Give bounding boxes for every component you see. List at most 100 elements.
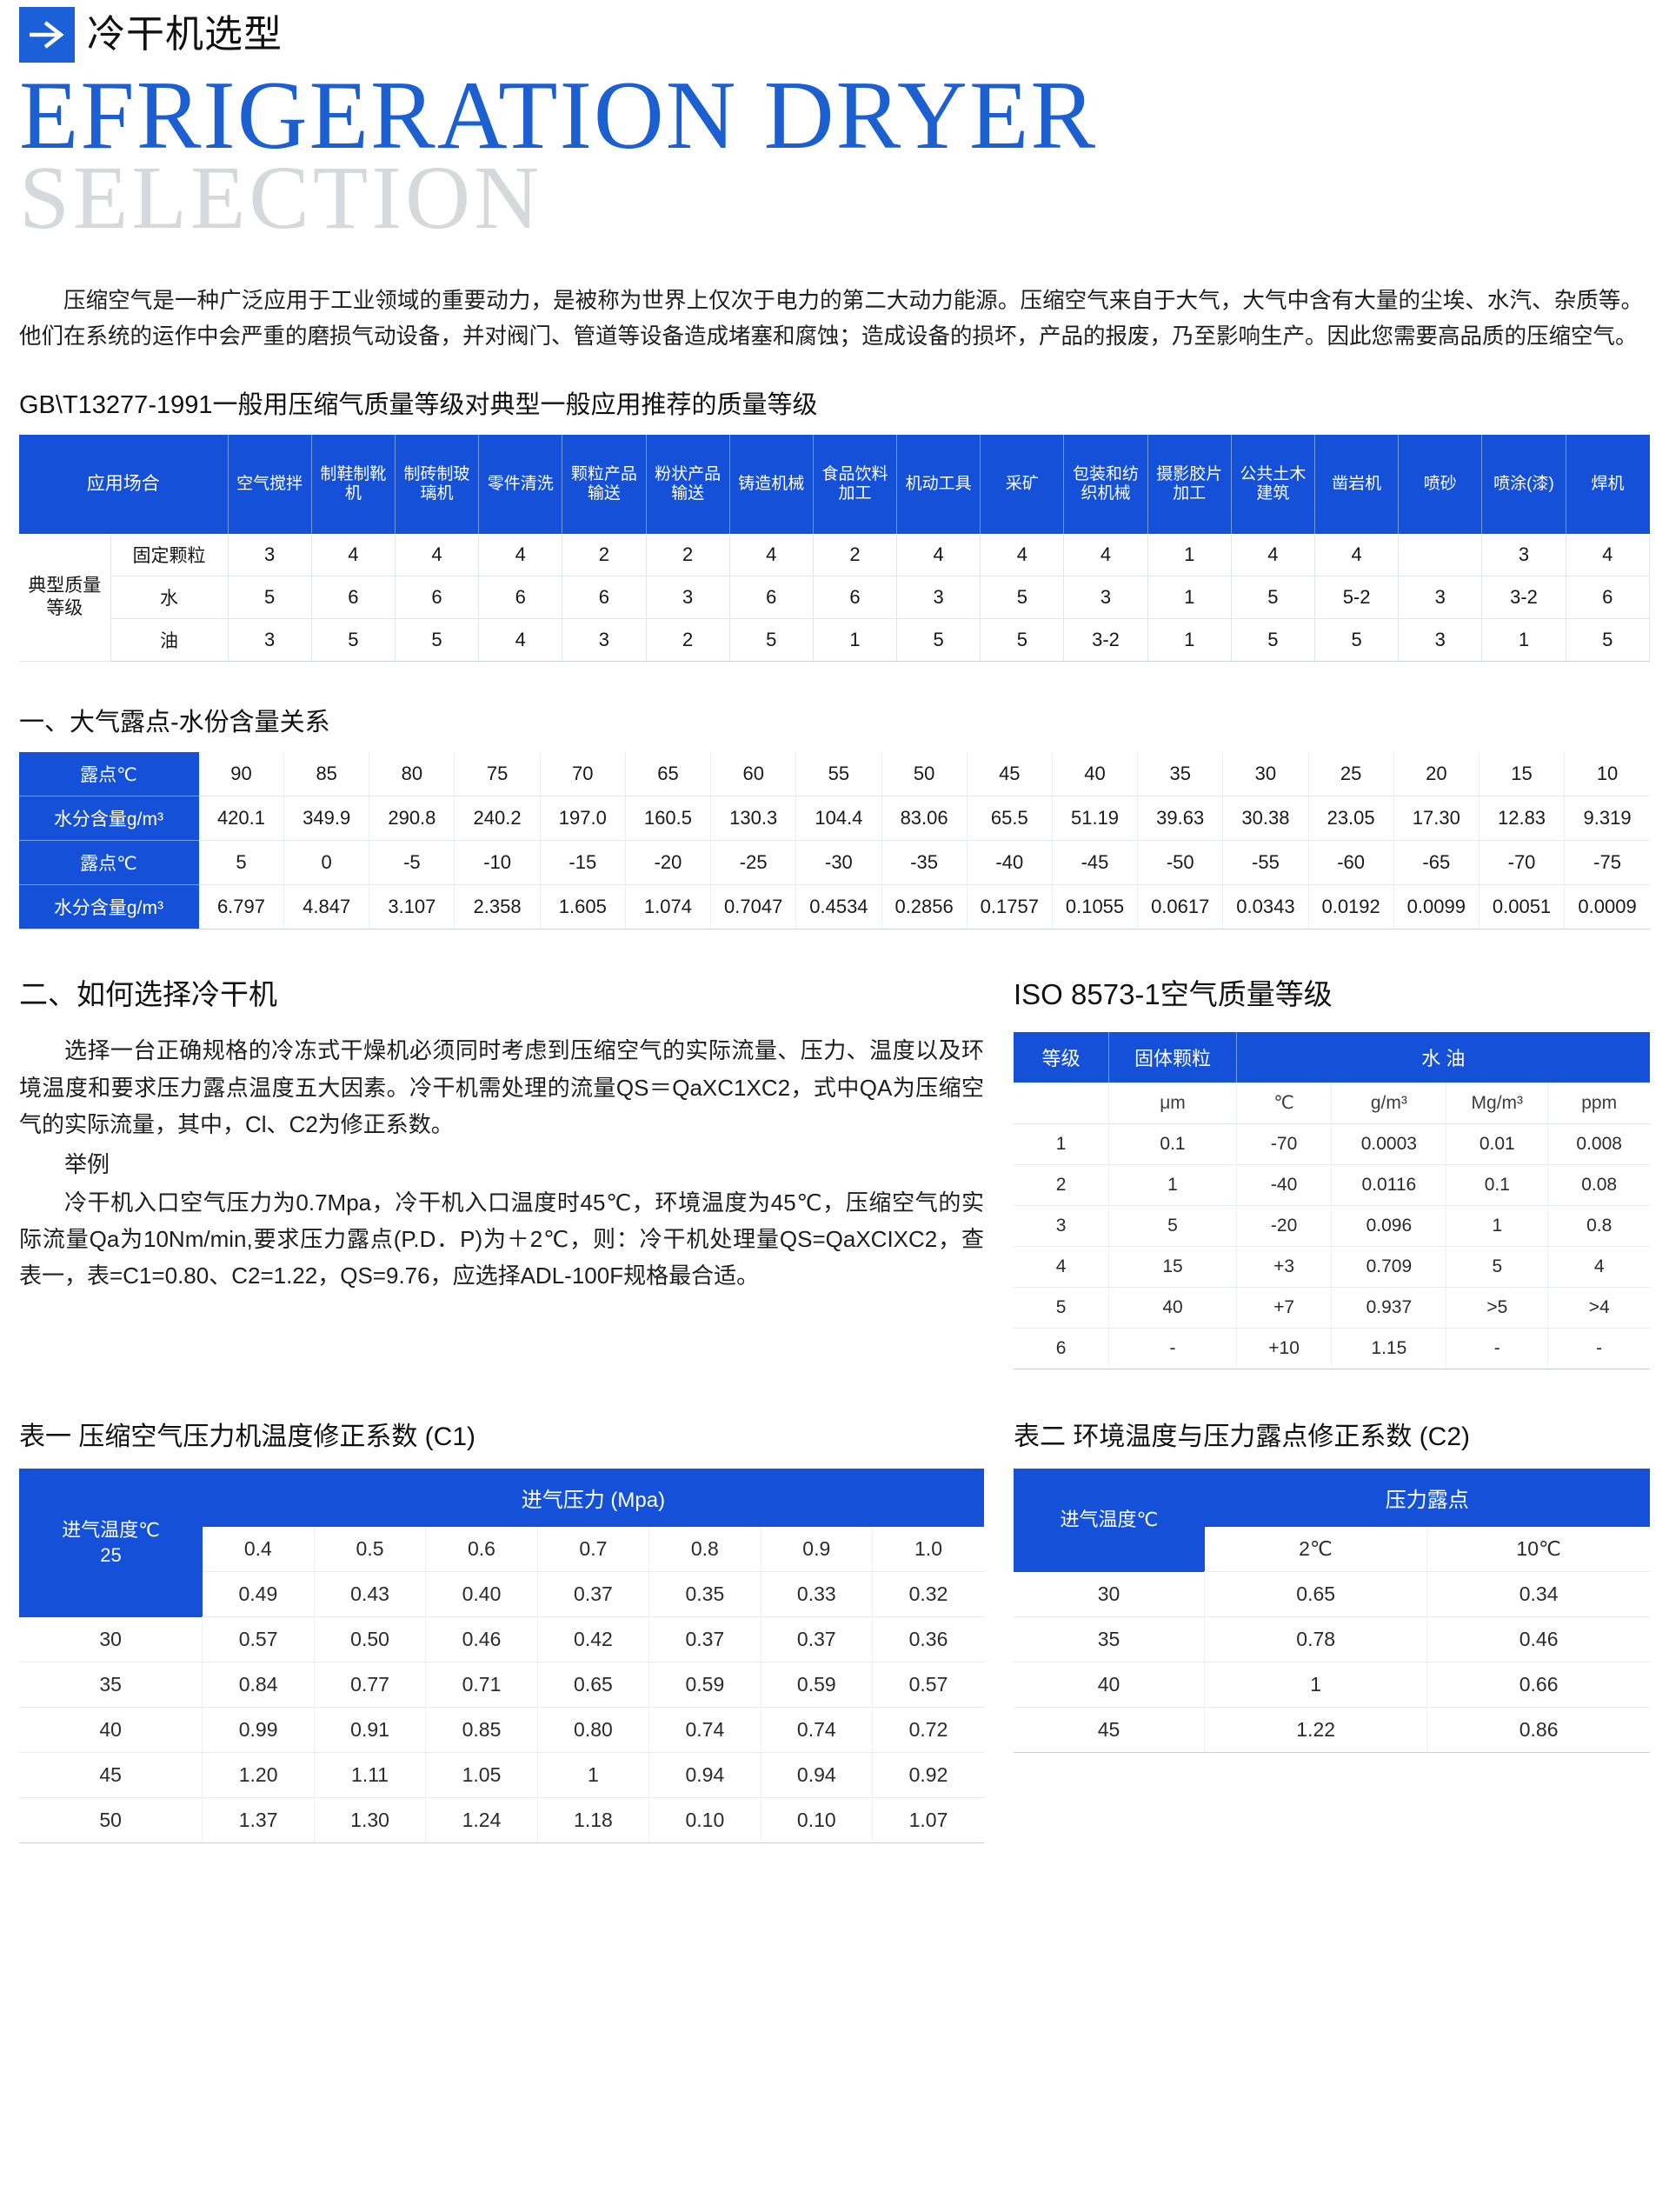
iso-cell-r4-c2: +7 (1236, 1287, 1333, 1329)
iso-cell-r2-c1: 5 (1108, 1205, 1237, 1248)
cell-r1-c16: 6 (1566, 576, 1651, 620)
cell-r2-c8: 5 (896, 618, 981, 663)
header-col-9: 采矿 (980, 435, 1065, 535)
cell-r0-c11: 1 (1147, 534, 1232, 577)
c1-pressure-4: 0.8 (648, 1527, 761, 1573)
c1-pressure-0: 0.4 (202, 1527, 315, 1573)
cell-r1-c10: 3 (1063, 576, 1148, 620)
c1-pressure-2: 0.6 (425, 1527, 538, 1573)
c2-temp-1: 35 (1014, 1616, 1206, 1663)
dew-cell-r2-c1: 0 (283, 840, 370, 886)
cell-r2-c2: 5 (395, 618, 480, 663)
cell-r2-c16: 5 (1566, 618, 1651, 663)
dew-cell-r2-c6: -25 (710, 840, 797, 886)
table-row: 1 0.1 -70 0.0003 0.01 0.008 (1014, 1123, 1650, 1166)
cell-r0-c12: 4 (1231, 534, 1316, 577)
cell-r2-c11: 1 (1147, 618, 1232, 663)
c1-cell-r0-c0: 0.49 (202, 1571, 315, 1618)
iso-cell-r1-c2: -40 (1236, 1164, 1333, 1207)
cell-r2-c6: 5 (729, 618, 814, 663)
dew-row-label-0: 露点℃ (19, 752, 199, 797)
c1-cell-r0-c5: 0.33 (761, 1571, 874, 1618)
cell-r1-c2: 6 (395, 576, 480, 620)
c2-title: 表二 环境温度与压力露点修正系数 (C2) (1014, 1422, 1470, 1452)
c1-cell-r5-c0: 1.37 (202, 1797, 315, 1844)
dew-row-label-3: 水分含量g/m³ (19, 884, 199, 930)
c1-cell-r5-c4: 0.10 (648, 1797, 761, 1844)
table-row: 典型质量等级 固定颗粒 3 4 4 4 2 2 4 2 4 4 4 1 4 4 3 4 (19, 534, 1651, 663)
iso-cell-r2-c2: -20 (1236, 1205, 1333, 1248)
c2-dewpoint-row: 2℃ 10℃ (1014, 1527, 1650, 1573)
howto-heading: 二、如何选择冷干机 (19, 978, 277, 1011)
dew-cell-r0-c0: 90 (198, 752, 285, 797)
row-label-1: 水 (110, 576, 229, 620)
header-col-8: 机动工具 (896, 435, 981, 535)
c1-cell-r4-c1: 1.11 (314, 1752, 427, 1799)
iso-unit-5: ppm (1547, 1083, 1650, 1125)
c2-cell-r1-c0: 0.78 (1204, 1616, 1428, 1663)
c2-cell-r1-c1: 0.46 (1426, 1616, 1650, 1663)
header-col-10: 包装和纺织机械 (1063, 435, 1148, 535)
dewpoint-heading: 一、大气露点-水份含量关系 (19, 709, 330, 737)
dew-cell-r3-c11: 0.0617 (1137, 884, 1224, 930)
iso-unit-2: ℃ (1236, 1083, 1333, 1125)
iso-units-row: μm ℃ g/m³ Mg/m³ ppm (1014, 1083, 1650, 1125)
iso-col-water-oil: 水 油 (1236, 1032, 1650, 1083)
cell-r1-c11: 1 (1147, 576, 1232, 620)
dew-cell-r1-c7: 104.4 (795, 796, 882, 842)
page-header: 冷干机选型 (19, 0, 1650, 63)
table-row: 露点℃ 90 85 80 75 70 65 60 55 50 45 40 35 30 25 20 15 10 (19, 752, 1650, 797)
cell-r2-c0: 3 (228, 618, 312, 663)
dew-cell-r2-c3: -10 (454, 840, 541, 886)
c1-cell-r3-c4: 0.74 (648, 1707, 761, 1754)
dew-cell-r2-c5: -20 (625, 840, 712, 886)
cell-r0-c0: 3 (228, 534, 312, 577)
c1-cell-r1-c5: 0.37 (761, 1616, 874, 1663)
c2-temp-2: 40 (1014, 1662, 1206, 1709)
c1-cell-r0-c1: 0.43 (314, 1571, 427, 1618)
c2-side-label: 进气温度℃ (1014, 1469, 1205, 1572)
iso-cell-r1-c4: 0.1 (1446, 1164, 1549, 1207)
c1-cell-r1-c1: 0.50 (314, 1616, 427, 1663)
cell-r1-c5: 3 (646, 576, 730, 620)
dew-cell-r1-c5: 160.5 (625, 796, 712, 842)
iso-cell-r4-c3: 0.937 (1331, 1287, 1447, 1329)
dew-cell-r2-c12: -55 (1222, 840, 1309, 886)
c1-cell-r0-c3: 0.37 (537, 1571, 650, 1618)
dew-cell-r3-c10: 0.1055 (1052, 884, 1139, 930)
dew-cell-r0-c3: 75 (454, 752, 541, 797)
cell-r0-c9: 4 (980, 534, 1065, 577)
dew-cell-r2-c0: 5 (198, 840, 285, 886)
header-col-13: 凿岩机 (1314, 435, 1400, 535)
table-row: 3 5 -20 0.096 1 0.8 (1014, 1205, 1650, 1248)
dew-cell-r3-c14: 0.0099 (1393, 884, 1479, 930)
intro-paragraph: 压缩空气是一种广泛应用于工业领域的重要动力，是被称为世界上仅次于电力的第二大动力… (19, 288, 1643, 350)
dew-cell-r0-c14: 20 (1393, 752, 1479, 797)
iso-header-row: 等级 固体颗粒 水 油 (1014, 1032, 1650, 1083)
cell-r0-c7: 2 (813, 534, 898, 577)
dew-cell-r3-c16: 0.0009 (1564, 884, 1650, 930)
c1-cell-r2-c4: 0.59 (648, 1662, 761, 1709)
c1-side-label-line2: 25 (100, 1543, 122, 1566)
header-col-16: 焊机 (1566, 435, 1650, 535)
c1-cell-r3-c1: 0.91 (314, 1707, 427, 1754)
iso-cell-r3-c0: 4 (1014, 1246, 1110, 1289)
c1-temp-5: 50 (19, 1797, 203, 1844)
iso-cell-r3-c1: 15 (1108, 1246, 1237, 1289)
header-col-11: 摄影胶片加工 (1147, 435, 1232, 535)
hero-title-en: EFRIGERATION DRYER (19, 62, 1098, 170)
howto-example-label: 举例 (64, 1150, 110, 1177)
dew-cell-r1-c13: 23.05 (1308, 796, 1394, 842)
dew-cell-r1-c3: 240.2 (454, 796, 541, 842)
dew-cell-r2-c8: -35 (881, 840, 967, 886)
table-row: 6- +10 1.15- - (1014, 1328, 1650, 1370)
iso-cell-r2-c4: 1 (1446, 1205, 1549, 1248)
iso-cell-r2-c0: 3 (1014, 1205, 1110, 1248)
cell-r1-c0: 5 (228, 576, 312, 620)
table-row: 30 0.65 0.34 (1014, 1571, 1650, 1618)
dew-cell-r1-c2: 290.8 (369, 796, 455, 842)
header-col-2: 制砖制玻璃机 (395, 435, 480, 535)
c1-pressure-1: 0.5 (314, 1527, 427, 1573)
cell-r1-c14: 3 (1398, 576, 1483, 620)
